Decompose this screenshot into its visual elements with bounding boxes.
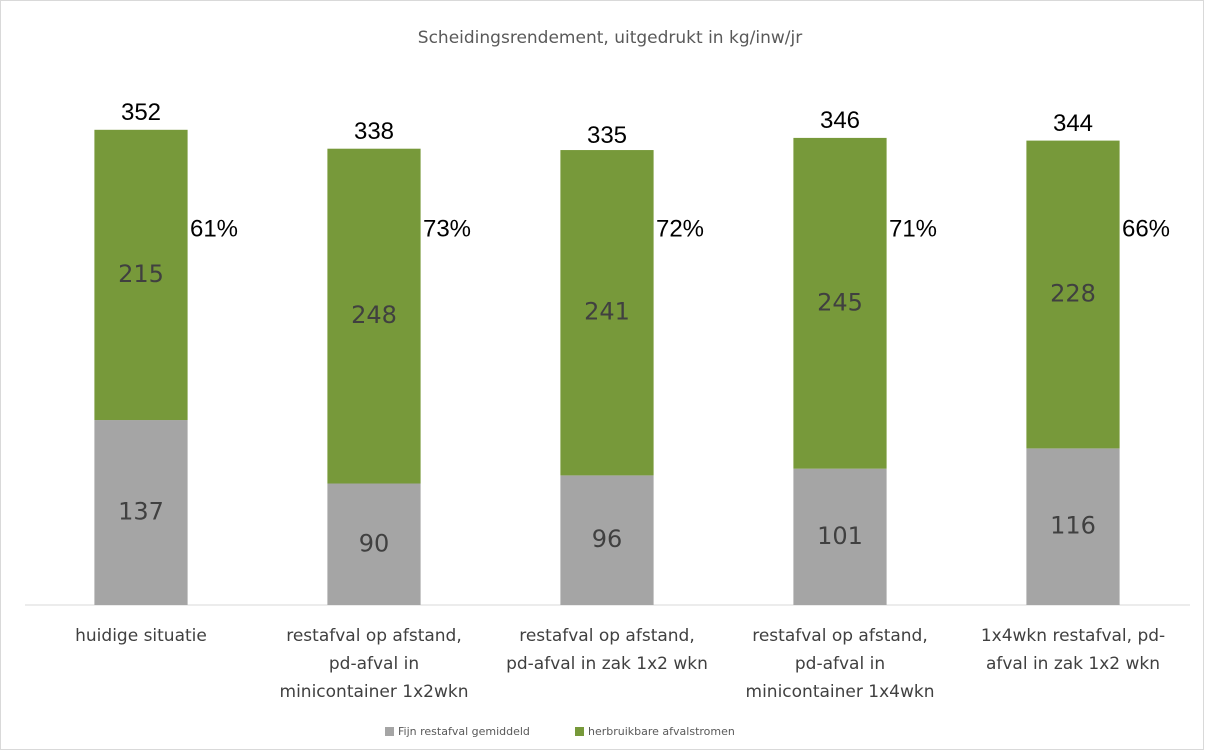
legend-label: Fijn restafval gemiddeld [398,725,530,738]
segment-label: 137 [118,498,164,526]
segment-label: 215 [118,260,164,288]
segment-label: 245 [817,288,863,316]
legend-swatch [385,727,394,736]
bar-segment [560,150,654,476]
legend-swatch [575,727,584,736]
share-label: 66% [1122,215,1170,242]
segment-label: 101 [817,522,863,550]
bar-segment [327,148,421,484]
bar-segment [793,137,887,469]
legend-label: herbruikbare afvalstromen [588,725,735,738]
bar-segment [793,468,887,605]
x-tick-label: restafval op afstand, [286,626,462,646]
total-label: 352 [121,99,161,126]
chart-title: Scheidingsrendement, uitgedrukt in kg/in… [418,28,802,48]
x-tick-label: restafval op afstand, [519,626,695,646]
total-label: 346 [820,107,860,134]
x-tick-label: minicontainer 1x2wkn [280,682,469,702]
x-tick-label: restafval op afstand, [752,626,928,646]
x-tick-label: 1x4wkn restafval, pd- [981,626,1165,646]
share-label: 61% [190,215,238,242]
share-label: 71% [889,215,937,242]
share-label: 72% [656,215,704,242]
total-label: 344 [1053,110,1093,137]
x-tick-label: pd-afval in [329,654,419,674]
bar-segment [1026,448,1120,605]
x-tick-label: pd-afval in [795,654,885,674]
bar-segment [94,420,188,605]
bar-segment [560,475,654,605]
segment-label: 90 [359,529,390,557]
segment-label: 248 [351,301,397,329]
total-label: 338 [354,118,394,145]
segment-label: 116 [1050,512,1096,540]
segment-label: 241 [584,298,630,326]
bar-segment [327,483,421,605]
x-tick-label: afval in zak 1x2 wkn [986,654,1160,674]
segment-label: 96 [592,525,623,553]
x-tick-label: minicontainer 1x4wkn [746,682,935,702]
x-tick-label: huidige situatie [75,626,207,646]
bar-segment [94,129,188,421]
share-label: 73% [423,215,471,242]
bar-segment [1026,140,1120,449]
total-label: 335 [587,122,627,149]
x-tick-label: pd-afval in zak 1x2 wkn [506,654,708,674]
segment-label: 228 [1050,280,1096,308]
